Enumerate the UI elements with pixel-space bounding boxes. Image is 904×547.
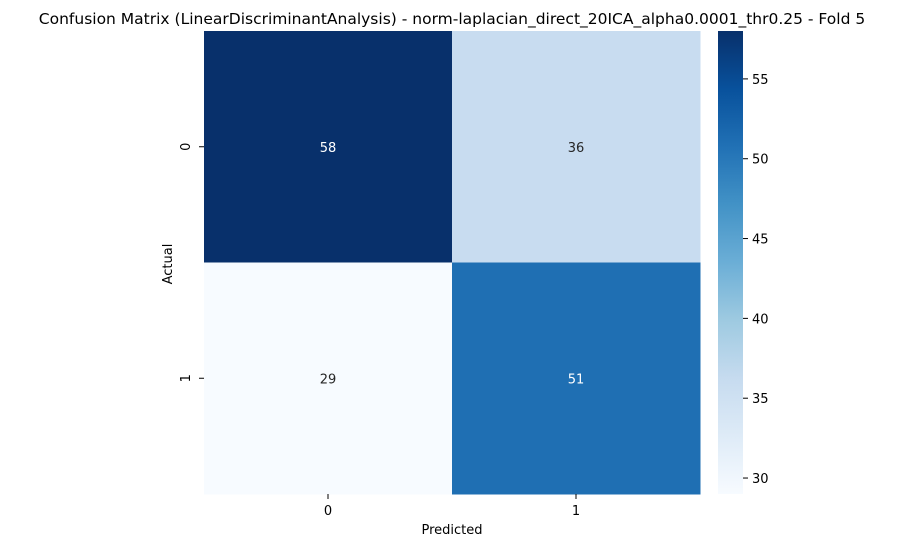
colorbar-tick-label: 45 [752,233,769,248]
cell-value-label: 36 [568,141,585,156]
colorbar [718,31,743,494]
heatmap-cell [204,31,453,263]
heatmap-cell [452,262,701,495]
heatmap-cell [204,262,453,495]
x-axis-label: Predicted [421,523,482,538]
colorbar-tick-label: 30 [752,472,769,487]
cell-value-label: 58 [320,141,337,156]
cell-value-label: 29 [320,372,337,387]
y-axis-ticks: 01 [179,143,204,382]
y-axis-label: Actual [161,244,176,285]
colorbar-tick-label: 50 [752,153,769,168]
cell-value-label: 51 [568,372,585,387]
chart-title: Confusion Matrix (LinearDiscriminantAnal… [39,10,865,29]
colorbar-ticks: 30 35 40 45 50 55 [743,73,769,487]
heatmap-cells [204,31,701,495]
colorbar-tick-label: 40 [752,312,769,327]
colorbar-tick-label: 55 [752,73,769,88]
heatmap-cell [452,31,701,263]
y-tick-label: 0 [179,143,194,151]
x-tick-label: 0 [324,504,332,519]
heatmap-cell-labels: 58 36 29 51 [320,141,585,388]
x-tick-label: 1 [572,504,580,519]
y-tick-label: 1 [179,374,194,382]
colorbar-tick-label: 35 [752,392,769,407]
